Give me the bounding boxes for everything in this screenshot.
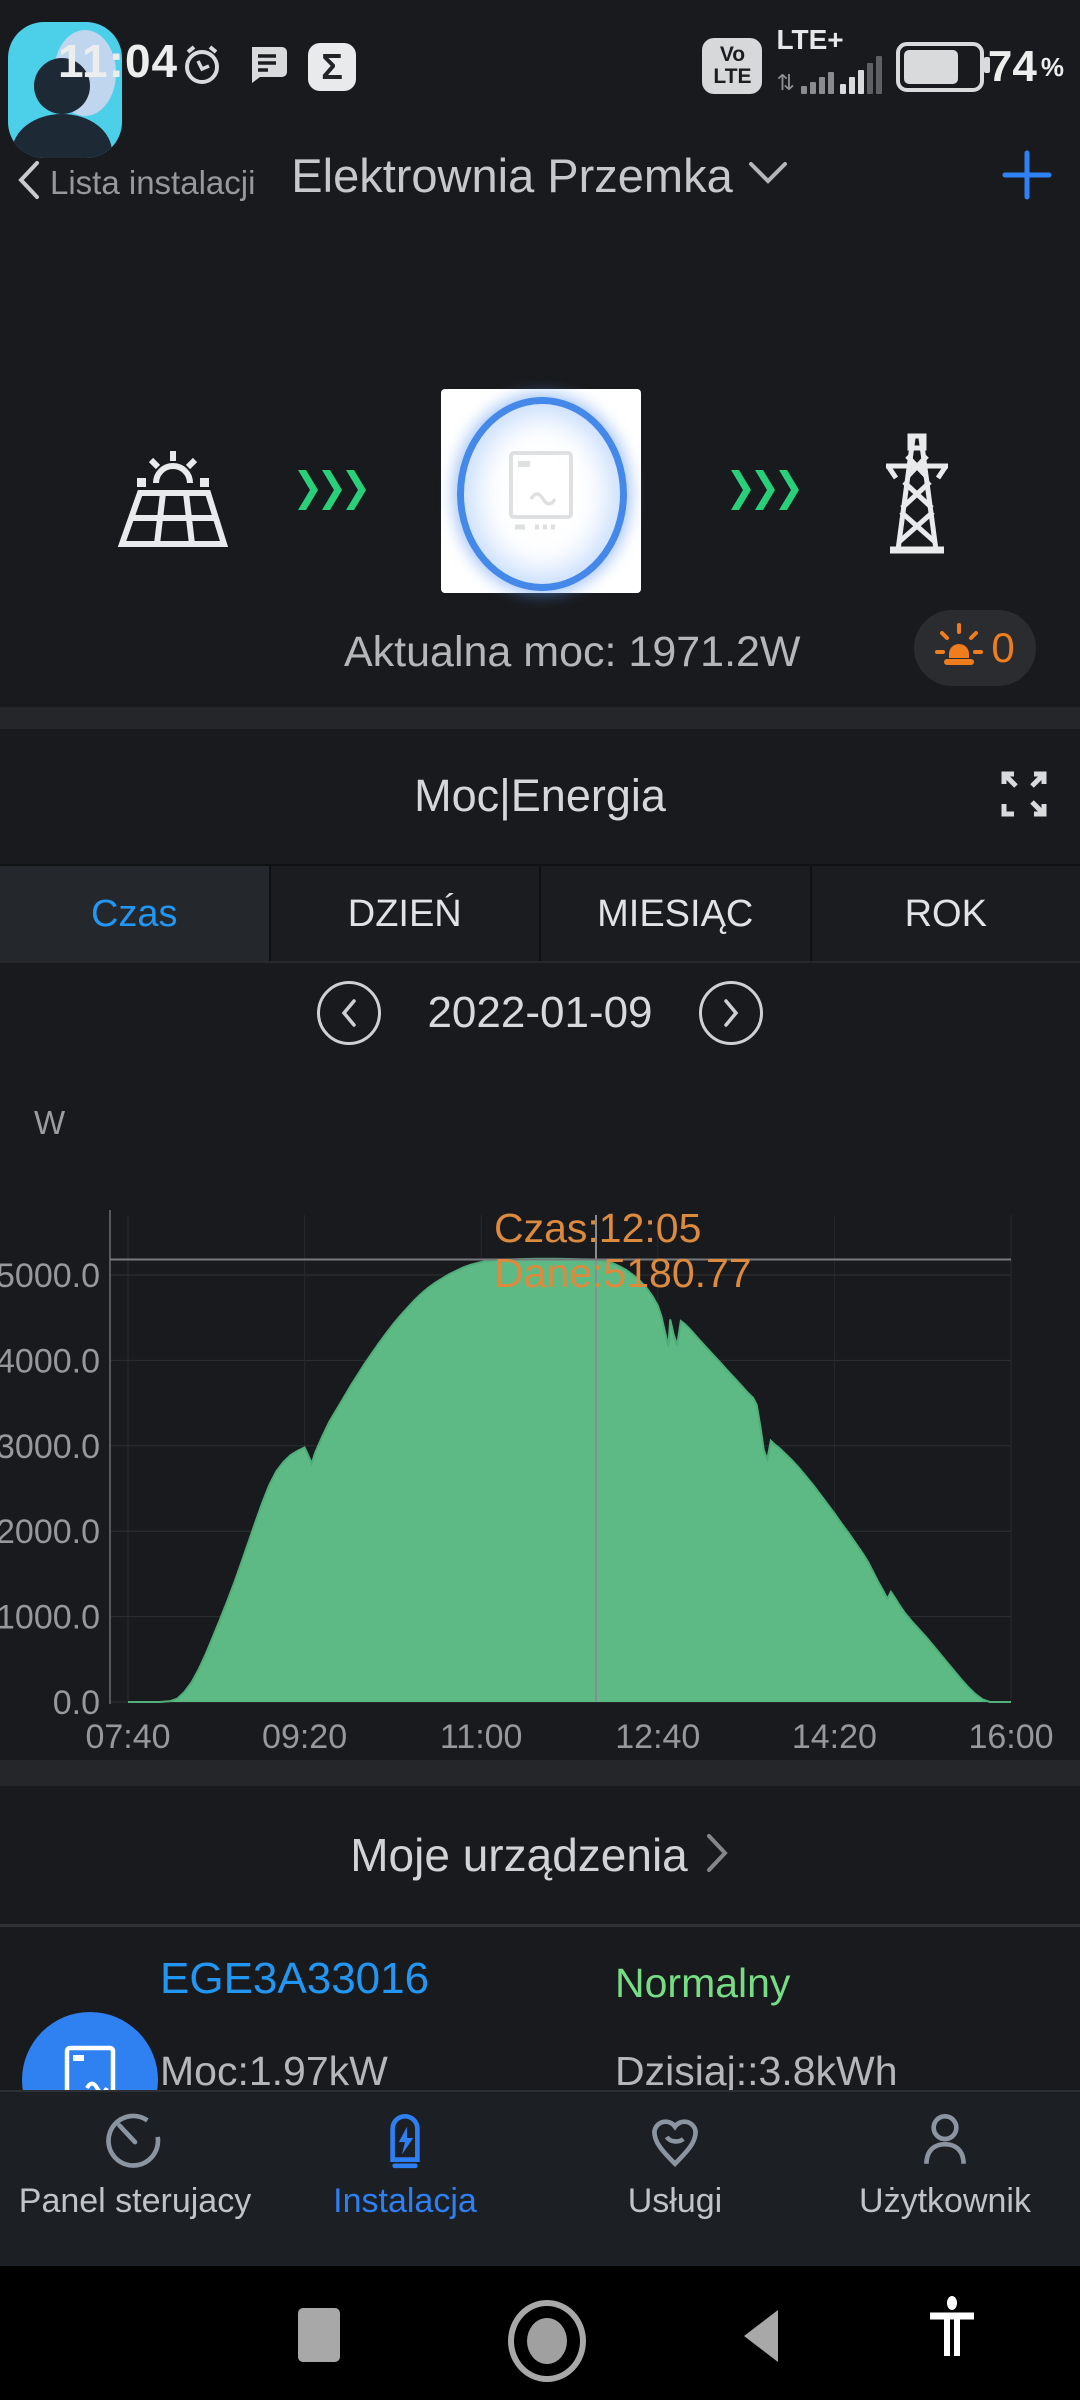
y-tick-label: 5000.0 [0,1257,100,1295]
y-tick-label: 4000.0 [0,1342,100,1380]
avatar-body [12,114,112,158]
home-button[interactable] [508,2300,586,2382]
section-divider [0,707,1080,729]
installation-title-dropdown[interactable]: Elektrownia Przemka [0,148,1080,203]
bottom-navigation: Panel sterujacy Instalacja Usługi Użytko… [0,2090,1080,2266]
y-tick-label: 0.0 [53,1684,100,1722]
y-tick-label: 3000.0 [0,1428,100,1466]
y-tick-label: 1000.0 [0,1599,100,1637]
user-icon [924,2113,966,2164]
android-back-button[interactable] [744,2310,778,2362]
back-button[interactable]: Lista instalacji [14,158,255,207]
chart-tooltip-text: Czas:12:05 [494,1205,701,1251]
grid-tower-icon [874,430,960,559]
nav-uslugi[interactable]: Usługi [540,2092,810,2266]
nav-uzytkownik[interactable]: Użytkownik [810,2092,1080,2266]
chart-unit-label: W [34,1104,66,1141]
my-devices-title: Moje urządzenia [350,1829,688,1881]
expand-chart-button[interactable] [998,768,1050,825]
my-devices-link[interactable]: Moje urządzenia [0,1800,1080,1910]
chart-tooltip-text: Dane:5180.77 [494,1250,752,1296]
recents-button[interactable] [298,2308,340,2362]
battery-indicator: 74 % [895,42,1064,92]
tab-rok[interactable]: ROK [904,893,987,935]
message-icon [244,41,290,92]
power-area-chart[interactable]: 0.0 1000.0 2000.0 3000.0 4000.0 5000.0 07:40 09… [0,1120,1080,1760]
inverter-icon [390,2114,420,2169]
status-indicators: Vo LTE LTE+ ⇅ 74 % [702,26,1064,94]
selected-date: 2022-01-09 [427,988,653,1037]
back-chevron-icon [14,158,42,207]
chart-period-tabs: Czas DZIEŃ MIESIĄC ROK [0,864,1080,963]
inverter-device-image[interactable] [441,389,641,593]
chevron-down-icon [747,160,789,191]
back-label: Lista instalacji [50,163,256,201]
device-name[interactable]: EGE3A33016 [160,1954,430,2003]
chart-section-title: Moc|Energia [414,770,666,821]
previous-date-button[interactable] [317,981,382,1045]
chevron-right-icon [704,1832,730,1879]
x-tick-label: 16:00 [968,1718,1053,1756]
device-status-badge: Normalny [615,1960,791,2006]
accessibility-icon[interactable] [926,2294,978,2371]
nav-panel-sterujacy[interactable]: Panel sterujacy [0,2092,270,2266]
fullscreen-icon [1001,771,1047,817]
tab-dzien[interactable]: DZIEŃ [271,866,541,963]
gauge-icon [106,2113,161,2168]
device-power: Moc:1.97kW [160,2048,388,2094]
tab-miesiac[interactable]: MIESIĄC [541,866,812,963]
inverter-glyph-icon [505,449,577,538]
chart-area [128,1258,1011,1702]
section-divider [0,1760,1080,1786]
alarm-badge[interactable]: 0 [914,610,1036,686]
add-installation-button[interactable] [1000,148,1054,207]
device-today-energy: Dzisiaj::3.8kWh [615,2048,898,2094]
x-tick-label: 14:20 [792,1718,877,1756]
plus-icon [1002,150,1052,200]
page-title: Elektrownia Przemka [291,149,733,202]
siren-icon [935,622,984,675]
battery-icon [895,42,990,92]
network-indicator: LTE+ ⇅ [776,26,882,95]
chevron-left-icon [342,999,357,1027]
solar-panel-icon [110,438,232,555]
avatar-head [34,58,90,114]
x-tick-label: 12:40 [615,1718,700,1756]
date-navigation: 2022-01-09 [0,961,1080,1063]
current-power-text: Aktualna moc: 1971.2W [344,628,801,676]
floating-avatar[interactable] [8,22,122,158]
x-tick-label: 07:40 [85,1718,170,1756]
sigma-app-icon: Σ [308,42,356,91]
heart-pin-icon [652,2119,698,2168]
signal-bars-sim1 [800,72,834,94]
alarm-count: 0 [991,624,1015,671]
nav-instalacja[interactable]: Instalacja [270,2092,540,2266]
tab-czas[interactable]: Czas [0,866,271,963]
next-date-button[interactable] [698,981,763,1045]
volte-badge: Vo LTE [702,38,763,94]
x-tick-label: 09:20 [262,1718,347,1756]
data-arrows-icon: ⇅ [776,70,795,95]
energy-flow-arrows-icon [298,470,376,515]
signal-bars-sim2 [839,56,882,94]
status-icons: Σ [178,40,356,93]
chart-line [128,1257,1011,1703]
alarm-clock-icon [178,40,226,93]
y-tick-label: 2000.0 [0,1513,100,1551]
divider-line [0,1924,1080,1927]
energy-flow-arrows-icon [731,470,809,515]
chevron-right-icon [723,999,738,1027]
status-time: 11:04 [58,35,179,87]
x-tick-label: 11:00 [440,1718,523,1756]
inverter-ring [457,397,627,591]
